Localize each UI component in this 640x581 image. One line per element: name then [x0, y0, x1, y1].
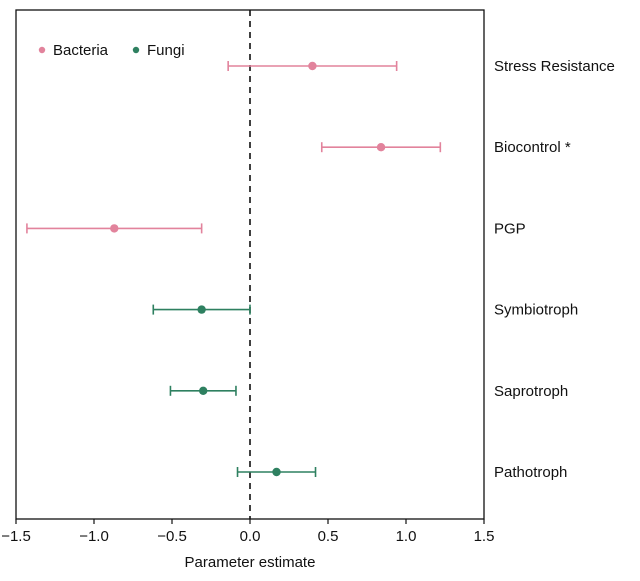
estimate-point: [308, 61, 317, 71]
x-tick-label: −1.5: [1, 528, 31, 545]
legend-label-bacteria: Bacteria: [53, 42, 109, 59]
x-axis-title: Parameter estimate: [185, 554, 316, 571]
x-tick-label: 1.0: [396, 528, 417, 545]
category-label: Saprotroph: [494, 383, 568, 400]
data-points: [110, 61, 386, 477]
category-label: Symbiotroph: [494, 302, 578, 319]
category-label: Stress Resistance: [494, 58, 615, 75]
x-tick-label: 1.5: [474, 528, 495, 545]
estimate-point: [110, 224, 119, 233]
legend-label-fungi: Fungi: [147, 42, 185, 59]
x-tick-label: 0.0: [240, 528, 261, 545]
legend-marker-fungi: [132, 46, 140, 54]
estimate-point: [376, 143, 386, 152]
category-labels: Stress Resistance Biocontrol * PGP Symbiotr…: [494, 58, 615, 481]
category-label: Biocontrol *: [494, 139, 571, 156]
category-label: Pathotroph: [494, 464, 567, 481]
x-tick-label: −0.5: [157, 528, 187, 545]
legend: Bacteria Fungi: [38, 42, 185, 59]
category-label: PGP: [494, 220, 526, 237]
x-tick-label: 0.5: [318, 528, 339, 545]
error-bars: [26, 61, 442, 477]
legend-marker-bacteria: [38, 46, 46, 54]
estimate-point: [272, 467, 281, 477]
x-axis-ticks: −1.5 −1.0 −0.5 0.0 0.5 1.0 1.5: [1, 519, 494, 545]
estimate-point: [197, 305, 206, 314]
estimate-point: [199, 386, 208, 395]
x-tick-label: −1.0: [79, 528, 109, 545]
